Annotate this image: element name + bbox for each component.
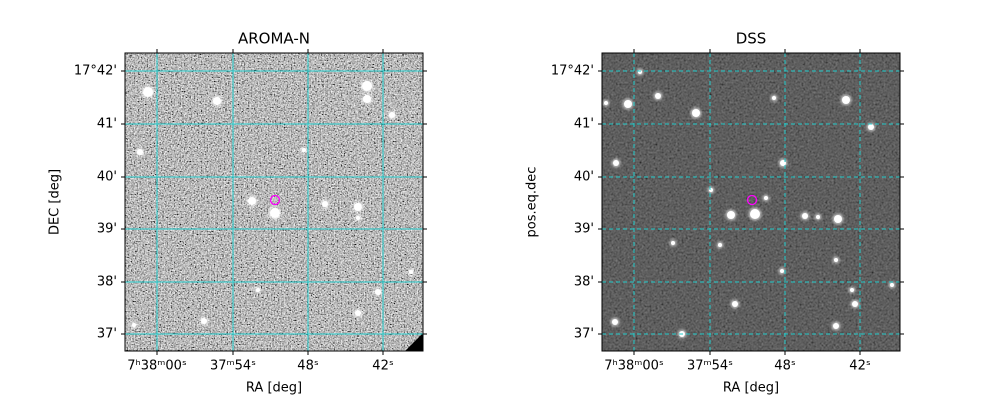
image-panel bbox=[602, 53, 900, 351]
x-tick-label: 37ᵐ54ˢ bbox=[687, 359, 733, 374]
y-tick-label: 41' bbox=[574, 117, 594, 132]
star bbox=[354, 203, 362, 211]
star bbox=[613, 160, 619, 166]
star bbox=[692, 109, 700, 117]
panel-title: DSS bbox=[736, 30, 767, 48]
blank-corner bbox=[405, 333, 423, 351]
x-tick-label: 7ʰ38ᵐ00ˢ bbox=[127, 359, 187, 374]
image-panel bbox=[125, 53, 423, 351]
star bbox=[612, 319, 618, 325]
y-tick-label: 39' bbox=[574, 222, 594, 237]
star bbox=[834, 258, 838, 262]
image-noise bbox=[125, 53, 423, 351]
star bbox=[356, 216, 360, 220]
star bbox=[355, 310, 361, 316]
y-axis-label: pos.eq.dec bbox=[525, 167, 540, 238]
star bbox=[137, 149, 143, 155]
target-marker bbox=[746, 194, 758, 206]
star bbox=[816, 215, 820, 219]
star bbox=[671, 241, 675, 245]
star bbox=[750, 209, 760, 219]
x-tick-label: 37ᵐ54ˢ bbox=[210, 359, 256, 374]
star bbox=[256, 288, 260, 292]
star bbox=[764, 196, 768, 200]
star bbox=[732, 301, 738, 307]
x-tick-label: 7ʰ38ᵐ00ˢ bbox=[604, 359, 664, 374]
star bbox=[201, 318, 207, 324]
x-axis-label: RA [deg] bbox=[723, 381, 779, 396]
star bbox=[890, 283, 894, 287]
star bbox=[852, 301, 858, 307]
star bbox=[248, 197, 256, 205]
star bbox=[842, 96, 850, 104]
star bbox=[409, 270, 413, 274]
y-tick-label: 38' bbox=[97, 275, 117, 290]
star bbox=[143, 87, 153, 97]
y-tick-label: 40' bbox=[97, 170, 117, 185]
star bbox=[322, 201, 328, 207]
star bbox=[834, 215, 842, 223]
target-marker bbox=[269, 194, 281, 206]
star bbox=[362, 81, 372, 91]
y-tick-label: 37' bbox=[97, 327, 117, 342]
star bbox=[850, 288, 854, 292]
star bbox=[302, 148, 306, 152]
star bbox=[833, 323, 839, 329]
star bbox=[604, 101, 608, 105]
x-tick-label: 42ˢ bbox=[849, 359, 871, 374]
x-tick-label: 48ˢ bbox=[774, 359, 796, 374]
star bbox=[389, 112, 395, 118]
star bbox=[624, 100, 632, 108]
y-tick-label: 39' bbox=[97, 222, 117, 237]
star bbox=[802, 213, 808, 219]
star bbox=[727, 211, 735, 219]
axes-frame bbox=[124, 52, 424, 352]
star bbox=[868, 124, 874, 130]
star bbox=[363, 95, 371, 103]
star bbox=[718, 243, 722, 247]
y-tick-label: 17°42' bbox=[74, 64, 117, 79]
y-tick-label: 37' bbox=[574, 327, 594, 342]
star bbox=[655, 93, 661, 99]
star bbox=[780, 269, 784, 273]
y-tick-label: 17°42' bbox=[551, 64, 594, 79]
star bbox=[213, 97, 221, 105]
star bbox=[132, 323, 136, 327]
x-tick-label: 42ˢ bbox=[372, 359, 394, 374]
x-tick-label: 48ˢ bbox=[297, 359, 319, 374]
star bbox=[270, 208, 280, 218]
y-tick-label: 40' bbox=[574, 170, 594, 185]
y-axis-label: DEC [deg] bbox=[48, 169, 63, 235]
y-tick-label: 38' bbox=[574, 275, 594, 290]
panel-title: AROMA-N bbox=[238, 30, 310, 48]
star bbox=[375, 289, 381, 295]
star bbox=[772, 96, 776, 100]
x-axis-label: RA [deg] bbox=[246, 381, 302, 396]
y-tick-label: 41' bbox=[97, 117, 117, 132]
axes-frame bbox=[601, 52, 901, 352]
